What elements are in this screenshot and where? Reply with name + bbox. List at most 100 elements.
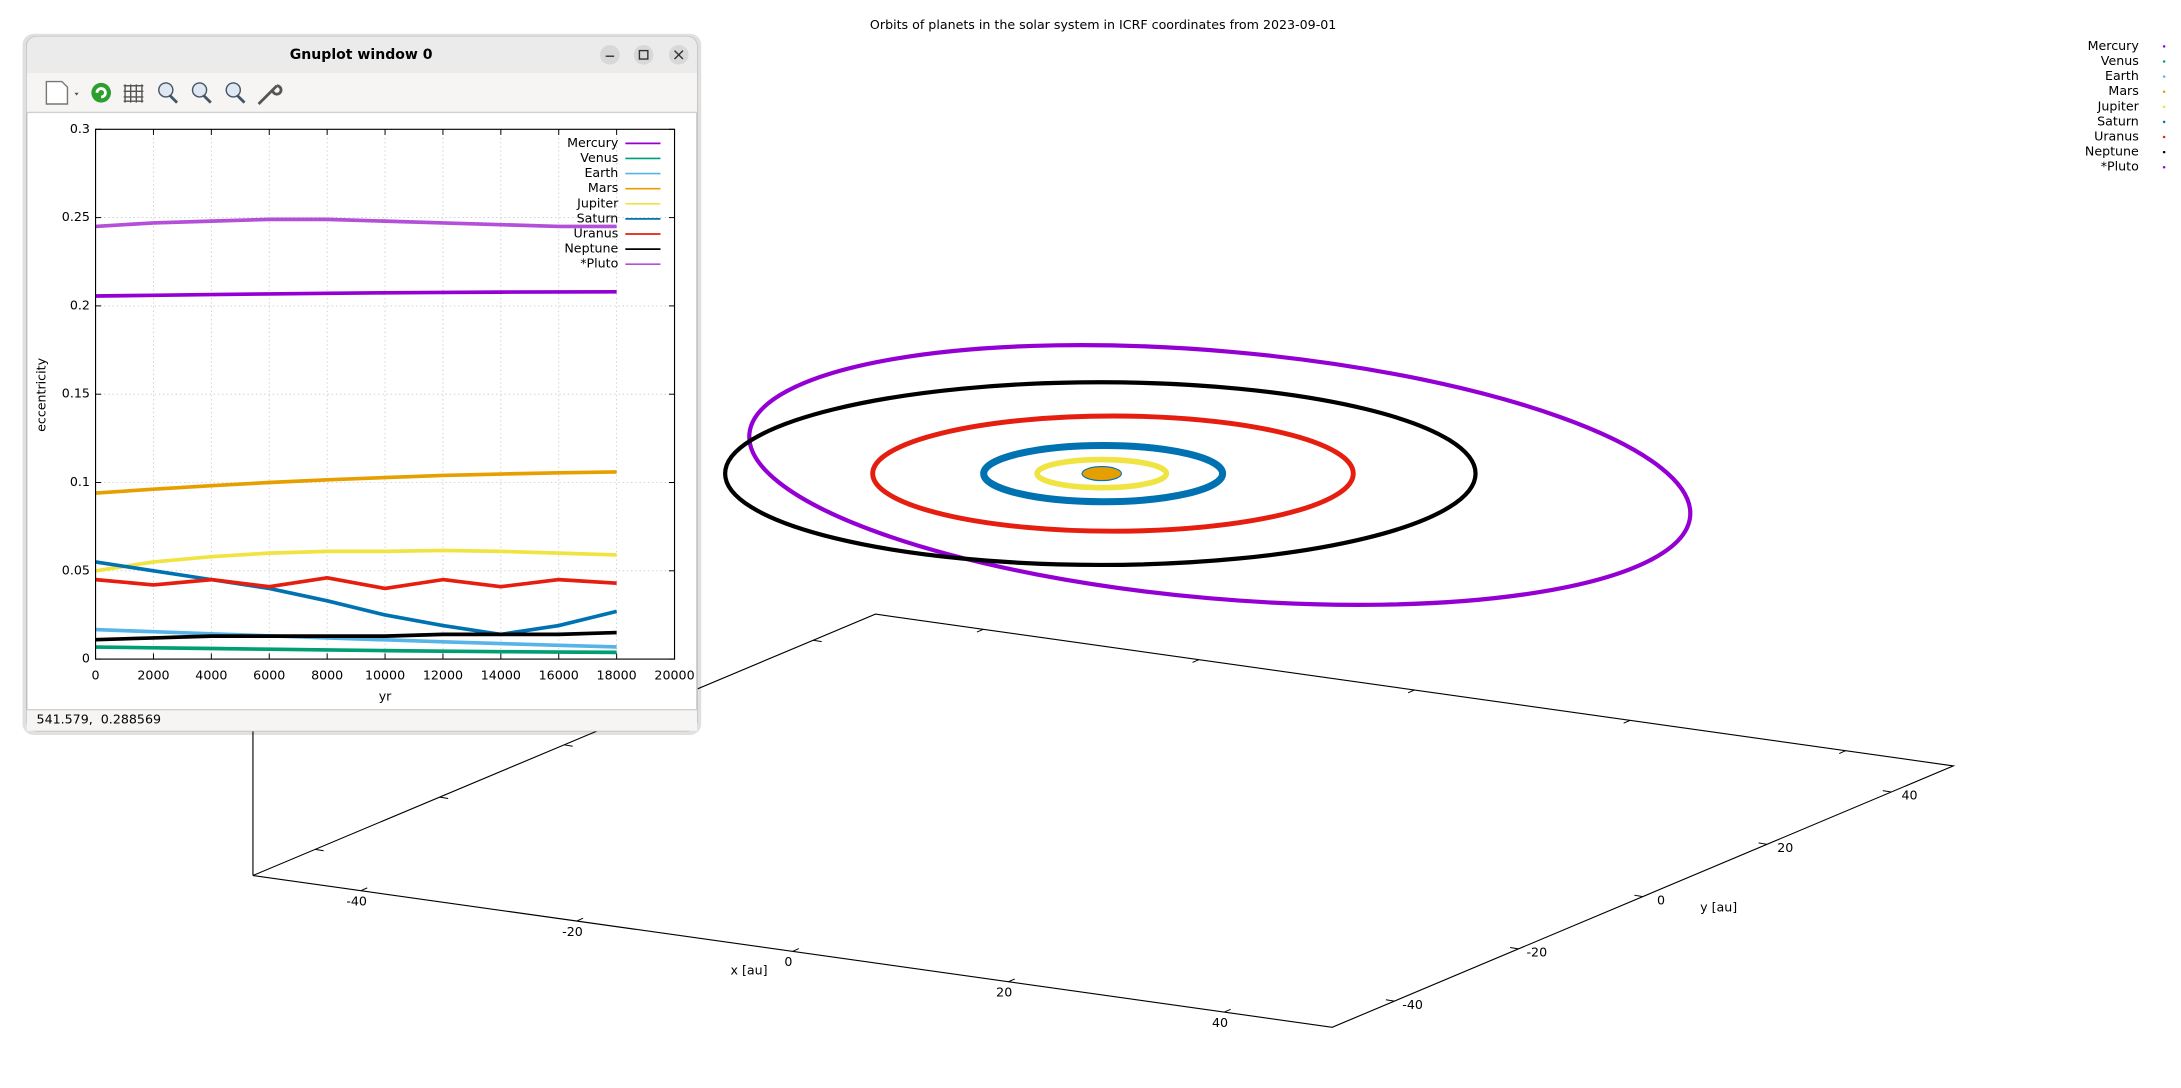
window-title: Gnuplot window 0 — [290, 47, 433, 63]
x-tick — [1008, 978, 1015, 983]
status-text: 541.579, 0.288569 — [37, 712, 162, 727]
legend-label: Mercury — [567, 135, 619, 150]
minimize-button[interactable] — [600, 44, 620, 65]
series-line — [95, 576, 617, 591]
y-tick-label: 0.1 — [70, 474, 90, 489]
x-tick-label: 20 — [996, 984, 1012, 999]
orbit-uranus — [870, 413, 1356, 534]
x-tick-label: 0 — [784, 954, 792, 969]
x-tick-label: 8000 — [311, 667, 343, 682]
y-tick-label: 0.3 — [70, 121, 90, 136]
y-tick — [439, 796, 449, 799]
plot-title: Orbits of planets in the solar system in… — [870, 17, 1336, 32]
x-axis-label: yr — [379, 689, 392, 704]
legend-label: Uranus — [574, 225, 619, 240]
y-tick-label: 0 — [1657, 892, 1665, 907]
y-tick-label: -40 — [1402, 997, 1423, 1012]
y-tick-label: 0.2 — [70, 297, 90, 312]
x-tick-label: 12000 — [423, 667, 463, 682]
legend-label: Jupiter — [2097, 98, 2140, 113]
legend-marker — [2162, 105, 2166, 109]
orbit-neptune — [723, 380, 1478, 568]
x-tick-label: 18000 — [597, 667, 637, 682]
y-tick — [1634, 894, 1643, 898]
x-tick — [1839, 750, 1846, 754]
legend-label: Mercury — [2088, 38, 2140, 53]
zoom-prev-button[interactable] — [158, 82, 174, 98]
y-axis-label: eccentricity — [34, 357, 49, 431]
series-line — [95, 217, 617, 229]
series-line — [95, 289, 617, 298]
export-menu[interactable] — [74, 92, 79, 96]
x-tick-label: 10000 — [365, 667, 405, 682]
series-line — [95, 560, 618, 637]
status-bar — [26, 709, 698, 731]
x-tick — [1407, 689, 1415, 694]
y-tick-label: 20 — [1777, 840, 1793, 855]
grid-button[interactable] — [123, 84, 144, 103]
y-axis-label: y [au] — [1700, 899, 1737, 914]
x-tick — [576, 917, 584, 922]
x-tick — [976, 628, 984, 633]
legend-marker — [2162, 45, 2166, 48]
y-tick — [315, 848, 324, 852]
x-tick-label: 2000 — [137, 667, 169, 682]
x-tick-label: 20000 — [654, 667, 694, 682]
inner-orbits — [1081, 466, 1122, 482]
maximize-icon — [638, 49, 649, 60]
x-tick-label: -20 — [562, 924, 583, 939]
x-tick-label: 14000 — [481, 667, 521, 682]
y-tick — [813, 639, 822, 643]
legend-label: *Pluto — [2101, 159, 2139, 174]
y-tick — [1510, 946, 1519, 950]
y-tick-label: 0.15 — [62, 386, 90, 401]
toolbar — [26, 73, 698, 113]
replot-icon — [95, 87, 107, 99]
x-tick — [1623, 719, 1631, 724]
gnuplot-window: Gnuplot window 0 541.579, 0.288569 eccen… — [22, 33, 702, 735]
y-tick-label: 0.05 — [62, 562, 90, 577]
zoom-next-button[interactable] — [191, 82, 208, 98]
title-bar — [26, 36, 698, 74]
series-line — [95, 627, 617, 649]
legend-marker — [2162, 135, 2166, 139]
y-tick-label: 40 — [1901, 788, 1917, 803]
legend-label: Mars — [2108, 83, 2138, 98]
x-tick — [1224, 1008, 1231, 1013]
x-tick-label: 4000 — [195, 667, 227, 682]
close-icon — [674, 50, 684, 60]
legend-marker — [2162, 75, 2166, 78]
legend-marker — [2162, 120, 2166, 124]
y-tick-label: -20 — [1527, 945, 1548, 960]
legend-label: Uranus — [2094, 129, 2139, 144]
legend-marker — [2162, 90, 2166, 93]
autoscale-handle — [236, 94, 246, 104]
series-line — [95, 470, 617, 495]
x-axis-label: x [au] — [730, 963, 767, 978]
series-line — [95, 630, 617, 642]
toolbar-icons — [45, 80, 283, 105]
y-tick — [1758, 842, 1768, 845]
legend-marker — [2162, 150, 2166, 154]
y-tick — [1882, 790, 1892, 793]
legend-label: *Pluto — [580, 256, 618, 271]
legend-label: Venus — [2101, 53, 2139, 68]
replot-button[interactable] — [91, 82, 112, 103]
y-tick-label: 0.25 — [62, 209, 90, 224]
maximize-button[interactable] — [633, 44, 654, 65]
y-tick-label: 0 — [82, 651, 90, 666]
legend-label: Jupiter — [576, 195, 619, 210]
legend-label: Saturn — [2097, 113, 2139, 128]
config-button[interactable] — [257, 84, 283, 105]
export-button[interactable] — [45, 80, 69, 105]
x-tick — [792, 948, 800, 952]
legend-label: Neptune — [2085, 144, 2139, 159]
x-tick — [360, 887, 368, 892]
zoom-prev-handle — [169, 94, 179, 104]
legend-label: Saturn — [577, 210, 619, 225]
orbit-pluto — [747, 343, 1693, 607]
x-tick-label: 0 — [92, 667, 100, 682]
series-line — [95, 548, 617, 573]
autoscale-button[interactable] — [225, 82, 242, 98]
